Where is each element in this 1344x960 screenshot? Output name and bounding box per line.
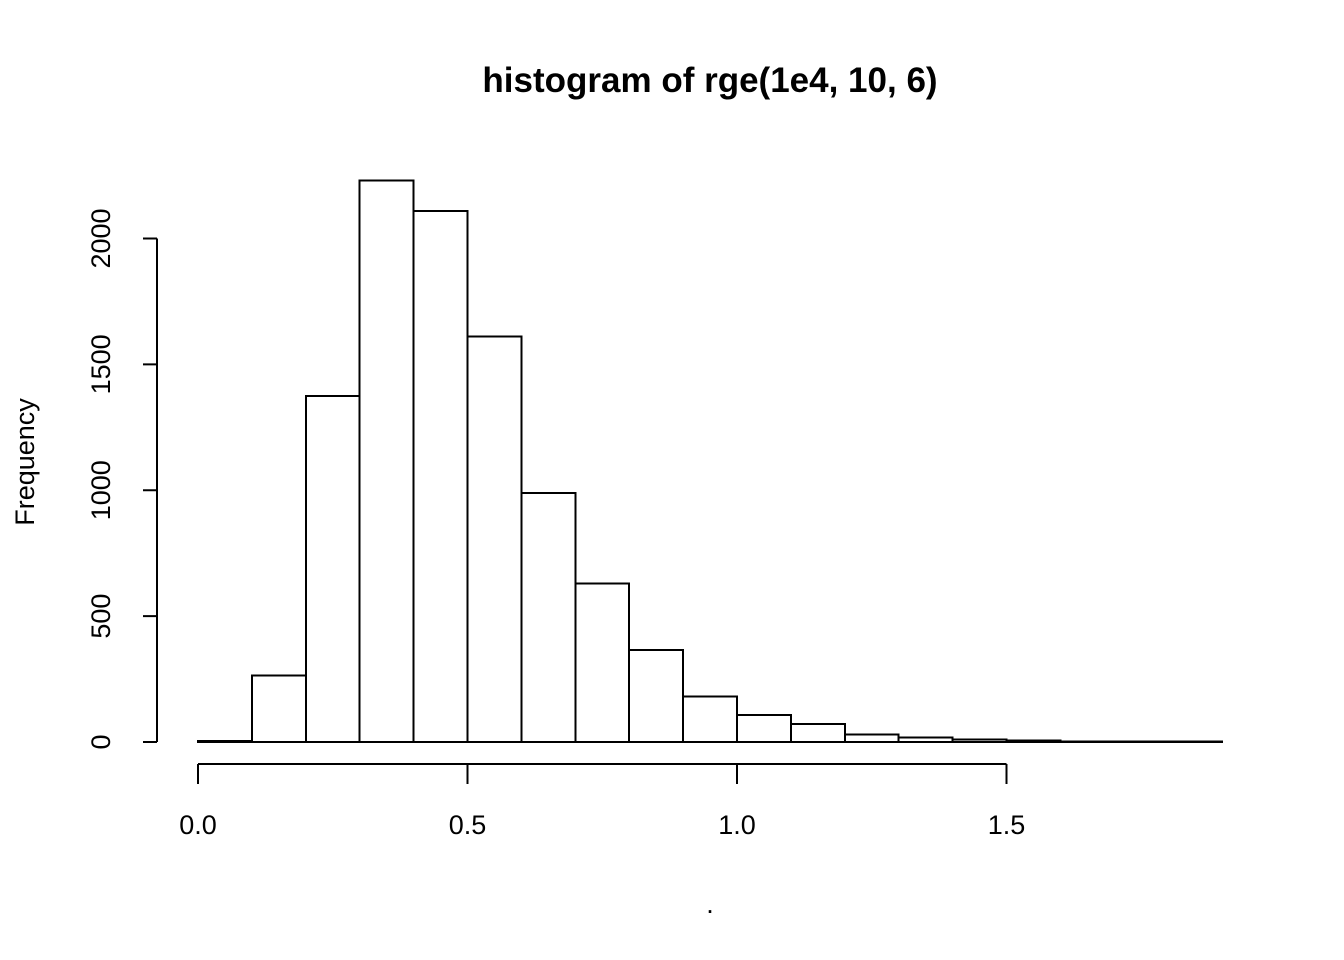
y-tick-label: 1000 — [86, 460, 116, 520]
histogram-bar — [520, 491, 577, 743]
histogram-bar — [466, 335, 523, 743]
histogram-bar — [843, 733, 900, 744]
x-axis-label: . — [706, 889, 714, 919]
histogram-bar — [1113, 740, 1170, 744]
y-tick-label: 500 — [86, 594, 116, 639]
histogram-bar — [951, 738, 1008, 743]
y-tick-label: 0 — [86, 734, 116, 749]
histogram-bar — [358, 179, 415, 744]
bars-group — [197, 179, 1224, 744]
histogram-bar — [197, 740, 253, 744]
histogram-bar — [736, 713, 792, 743]
y-tick-label: 1500 — [86, 334, 116, 394]
histogram-bar — [412, 209, 469, 743]
histogram-bar — [789, 722, 846, 744]
histogram-bar — [250, 674, 307, 744]
histogram-bar — [1005, 739, 1062, 744]
y-axis: 0 500 1000 1500 2000 — [86, 208, 158, 750]
histogram-bar — [574, 582, 631, 744]
x-tick-label: 0.5 — [449, 810, 487, 840]
y-axis-label: Frequency — [10, 398, 40, 526]
chart-title: histogram of rge(1e4, 10, 6) — [482, 61, 937, 100]
x-tick-label: 0.0 — [179, 810, 217, 840]
x-axis: 0.0 0.5 1.0 1.5 — [179, 763, 1026, 840]
x-tick-label: 1.5 — [988, 810, 1026, 840]
y-tick-label: 2000 — [86, 208, 116, 268]
x-tick-label: 1.0 — [718, 810, 756, 840]
histogram-bar — [628, 649, 685, 744]
histogram-bar — [682, 695, 738, 743]
histogram-bar — [304, 394, 361, 743]
histogram-bar — [897, 736, 954, 744]
